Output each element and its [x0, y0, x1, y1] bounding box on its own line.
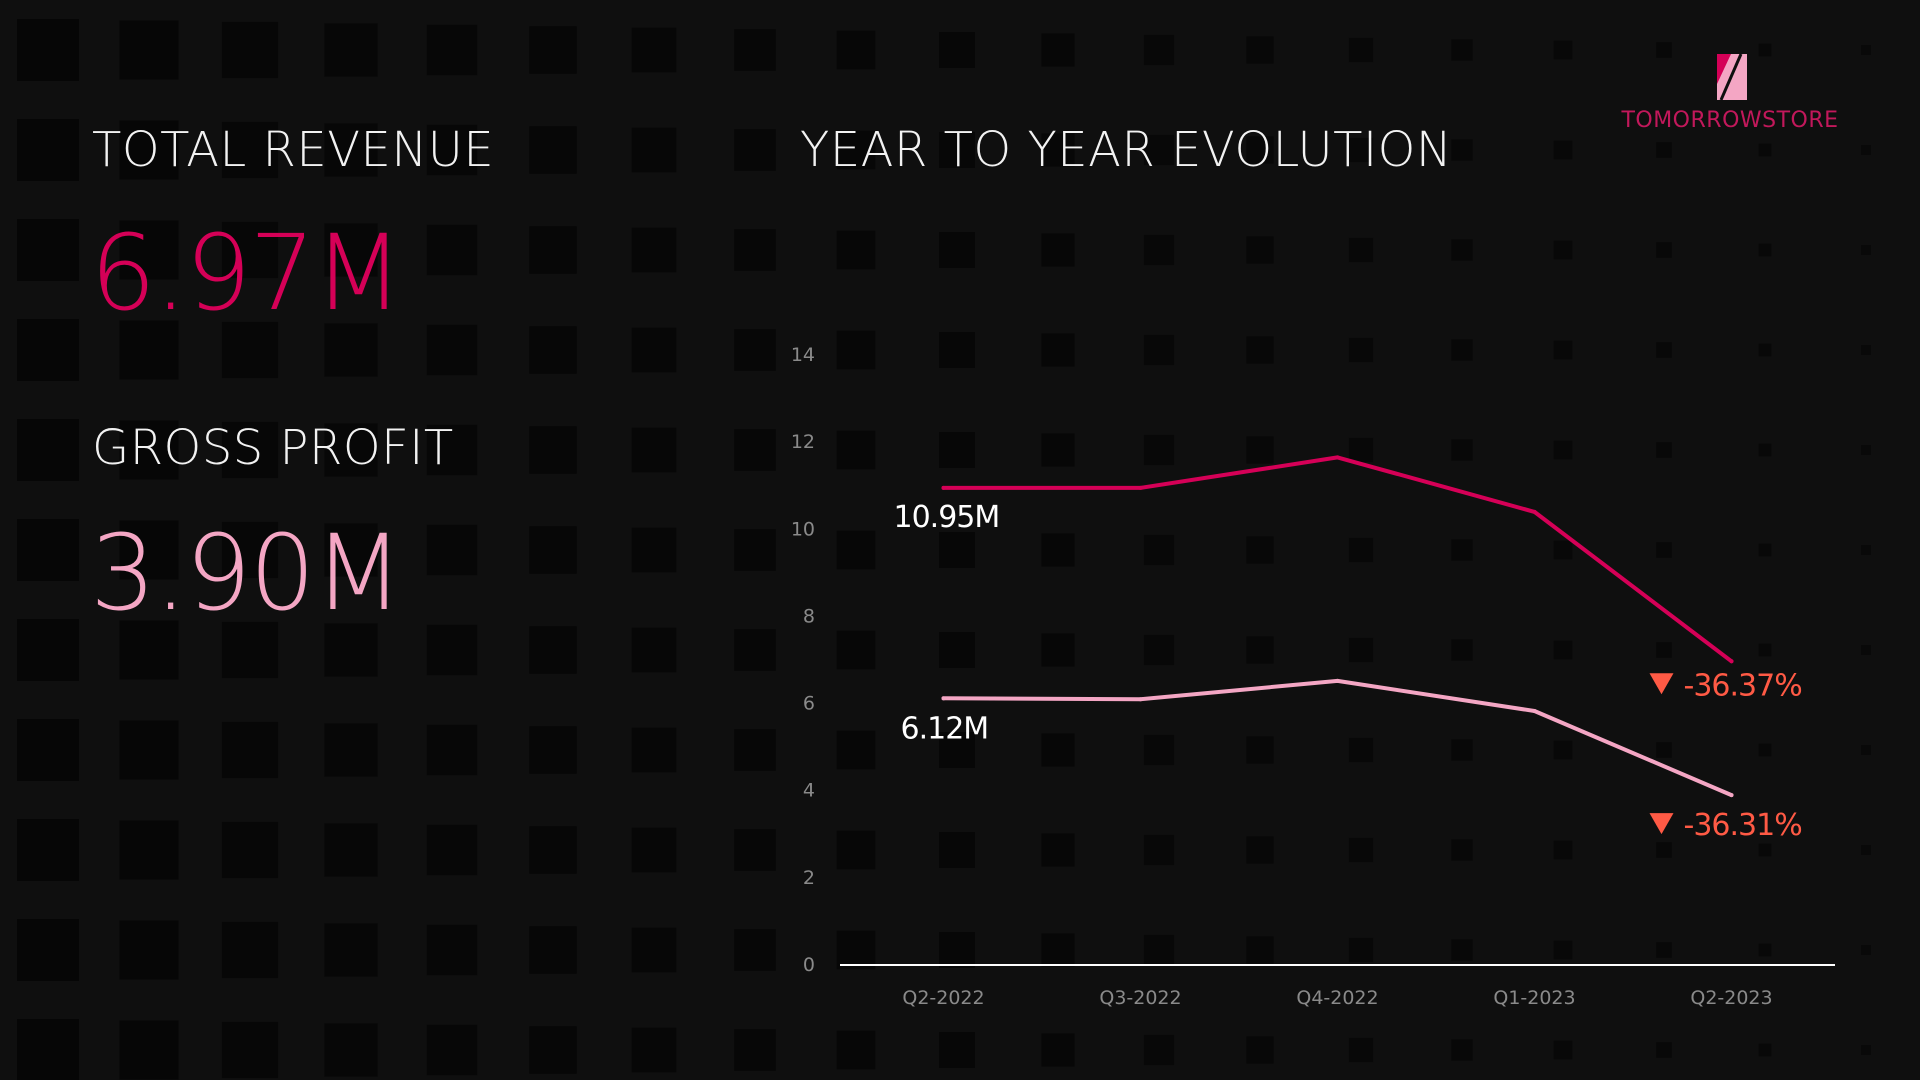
y-tick-label: 8 [803, 605, 815, 627]
series-change-label: -36.31% [1684, 808, 1802, 843]
data-point [1532, 708, 1537, 713]
brand-logo: TOMORROWSTORE [1600, 52, 1860, 142]
y-tick-label: 4 [803, 780, 815, 802]
data-point [941, 696, 946, 701]
logo-mark-icon [1717, 54, 1747, 100]
y-tick-label: 0 [803, 954, 815, 976]
series-start-label: 6.12M [901, 711, 989, 746]
gross-profit-value: 3.90M [90, 512, 403, 634]
x-tick-label: Q2-2023 [1690, 987, 1772, 1009]
total-revenue-value: 6.97M [90, 212, 403, 334]
down-triangle-icon [1649, 813, 1674, 835]
down-triangle-icon [1649, 673, 1674, 695]
y-tick-label: 6 [803, 693, 815, 715]
data-point [1729, 793, 1734, 798]
x-tick-label: Q3-2022 [1099, 987, 1181, 1009]
chart-title: YEAR TO YEAR EVOLUTION [800, 122, 1453, 178]
series-line-1 [941, 678, 1734, 798]
y-tick-label: 10 [791, 518, 815, 540]
data-point [1138, 697, 1143, 702]
x-tick-label: Q1-2023 [1493, 987, 1575, 1009]
data-point [1138, 485, 1143, 490]
y-tick-label: 12 [791, 431, 815, 453]
brand-name: TOMORROWSTORE [1621, 108, 1839, 133]
x-tick-label: Q2-2022 [902, 987, 984, 1009]
series-line-0 [941, 455, 1734, 664]
data-point [1729, 659, 1734, 664]
series-start-label: 10.95M [894, 500, 1000, 535]
y-tick-label: 14 [791, 344, 815, 366]
y-tick-label: 2 [803, 867, 815, 889]
series-change-label: -36.37% [1684, 668, 1802, 703]
total-revenue-label: TOTAL REVENUE [92, 122, 495, 178]
data-point [941, 485, 946, 490]
x-tick-label: Q4-2022 [1296, 987, 1378, 1009]
gross-profit-label: GROSS PROFIT [92, 420, 454, 476]
data-point [1335, 455, 1340, 460]
data-point [1532, 509, 1537, 514]
data-point [1335, 678, 1340, 683]
line-chart: 0 2 4 6 8 10 12 14 Q2-2022 Q3-2022 Q4-2022 Q1-2023 Q… [791, 344, 1835, 1009]
